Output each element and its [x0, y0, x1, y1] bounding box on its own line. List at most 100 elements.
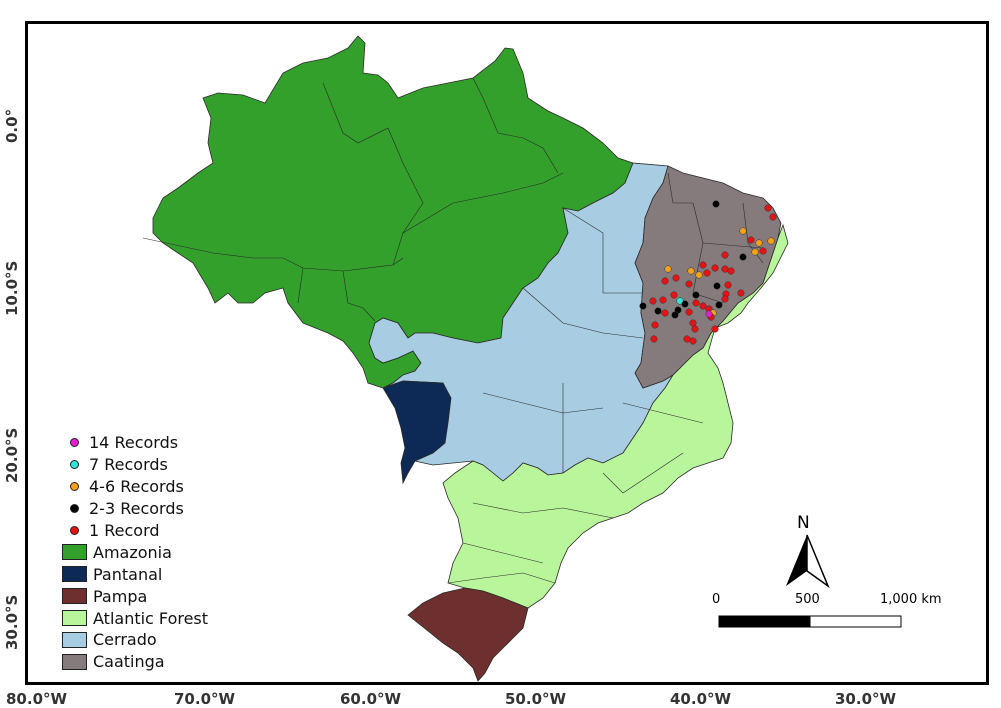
occurrence-point	[671, 311, 679, 319]
occurrence-point	[703, 269, 711, 277]
legend-label: 14 Records	[89, 433, 179, 453]
occurrence-point	[639, 302, 647, 310]
occurrence-point	[699, 302, 707, 310]
point-dot-icon	[70, 438, 79, 448]
legend-item-amazonia: Amazonia	[62, 541, 208, 563]
occurrence-point	[695, 271, 703, 279]
occurrence-point	[751, 248, 759, 256]
occurrence-point	[692, 291, 700, 299]
occurrence-point	[649, 297, 657, 305]
occurrence-point	[727, 267, 735, 275]
occurrence-point	[650, 335, 658, 343]
occurrence-point	[664, 265, 672, 273]
lat-label-0: 0.0°	[3, 108, 21, 143]
swatch-amazonia	[62, 544, 87, 561]
occurrence-point	[661, 277, 669, 285]
lat-label-30s: 30.0°S	[3, 594, 21, 650]
occurrence-point	[689, 319, 697, 327]
occurrence-point	[705, 310, 713, 318]
occurrence-point	[739, 227, 747, 235]
legend-label: 7 Records	[89, 455, 168, 475]
lon-label-50w: 50.0°W	[505, 690, 567, 708]
occurrence-point	[737, 289, 745, 297]
occurrence-point	[721, 295, 729, 303]
legend-item-1-record: 1 Record	[62, 520, 208, 542]
point-dot-icon	[70, 504, 79, 514]
occurrence-point	[699, 261, 707, 269]
occurrence-point	[691, 325, 699, 333]
legend-item-2-3-records: 2-3 Records	[62, 498, 208, 520]
legend-label: Cerrado	[93, 630, 157, 650]
occurrence-point	[721, 265, 729, 273]
legend-label: 4-6 Records	[89, 477, 184, 497]
legend-label: Amazonia	[93, 542, 172, 562]
biome-caatinga	[634, 165, 782, 389]
occurrence-point	[713, 282, 721, 290]
scale-label-1000: 1,000 km	[880, 592, 942, 607]
occurrence-point	[689, 337, 697, 345]
occurrence-point	[764, 204, 772, 212]
lat-label-10s: 10.0°S	[3, 260, 21, 316]
occurrence-point	[715, 301, 723, 309]
swatch-caatinga	[62, 653, 87, 670]
occurrence-point	[687, 267, 695, 275]
legend-item-pampa: Pampa	[62, 585, 208, 607]
occurrence-point	[670, 291, 678, 299]
point-dot-icon	[70, 460, 79, 470]
occurrence-points	[639, 200, 777, 345]
occurrence-point	[711, 325, 719, 333]
swatch-pantanal	[62, 566, 87, 583]
legend-label: 1 Record	[89, 521, 160, 540]
brazil-biome-map	[142, 35, 902, 682]
legend-label: 2-3 Records	[89, 499, 184, 519]
occurrence-point	[685, 280, 693, 288]
lon-label-30w: 30.0°W	[835, 690, 897, 708]
occurrence-point	[721, 251, 729, 259]
legend-label: Pampa	[93, 586, 148, 606]
biome-pampa	[407, 587, 529, 682]
occurrence-point	[651, 321, 659, 329]
legend-item-cerrado: Cerrado	[62, 629, 208, 651]
legend-item-7-records: 7 Records	[62, 454, 208, 476]
lon-label-60w: 60.0°W	[340, 690, 402, 708]
legend-item-caatinga: Caatinga	[62, 651, 208, 673]
occurrence-point	[654, 307, 662, 315]
swatch-cerrado	[62, 631, 87, 648]
occurrence-point	[759, 247, 767, 255]
occurrence-point	[692, 299, 700, 307]
swatch-pampa	[62, 588, 87, 605]
lat-label-20s: 20.0°S	[3, 427, 21, 483]
scale-bar-graphic	[718, 615, 902, 628]
lon-label-40w: 40.0°W	[670, 690, 732, 708]
occurrence-point	[661, 309, 669, 317]
north-label: N	[797, 513, 810, 533]
north-arrow-icon	[786, 534, 830, 589]
lon-label-70w: 70.0°W	[174, 690, 236, 708]
occurrence-point	[712, 200, 720, 208]
legend-label: Caatinga	[93, 652, 165, 672]
scale-label-500: 500	[795, 592, 820, 607]
legend-item-4-6-records: 4-6 Records	[62, 476, 208, 498]
occurrence-point	[683, 335, 691, 343]
occurrence-point	[659, 296, 667, 304]
legend-item-14-records: 14 Records	[62, 432, 208, 454]
occurrence-point	[724, 281, 732, 289]
occurrence-point	[672, 274, 680, 282]
legend-item-atlantic-forest: Atlantic Forest	[62, 607, 208, 629]
scale-label-0: 0	[712, 592, 721, 607]
lon-label-80w: 80.0°W	[6, 690, 68, 708]
occurrence-point	[739, 253, 747, 261]
occurrence-point	[681, 300, 689, 308]
occurrence-point	[685, 308, 693, 316]
state-boundaries	[142, 77, 764, 584]
occurrence-point	[755, 239, 763, 247]
occurrence-point	[711, 264, 719, 272]
point-dot-icon	[70, 482, 79, 492]
occurrence-point	[769, 213, 777, 221]
legend-label: Atlantic Forest	[93, 608, 209, 628]
map-frame	[25, 21, 989, 685]
biome-pantanal	[382, 380, 452, 485]
legend-item-pantanal: Pantanal	[62, 563, 208, 585]
occurrence-point	[767, 237, 775, 245]
point-dot-icon	[70, 526, 79, 535]
